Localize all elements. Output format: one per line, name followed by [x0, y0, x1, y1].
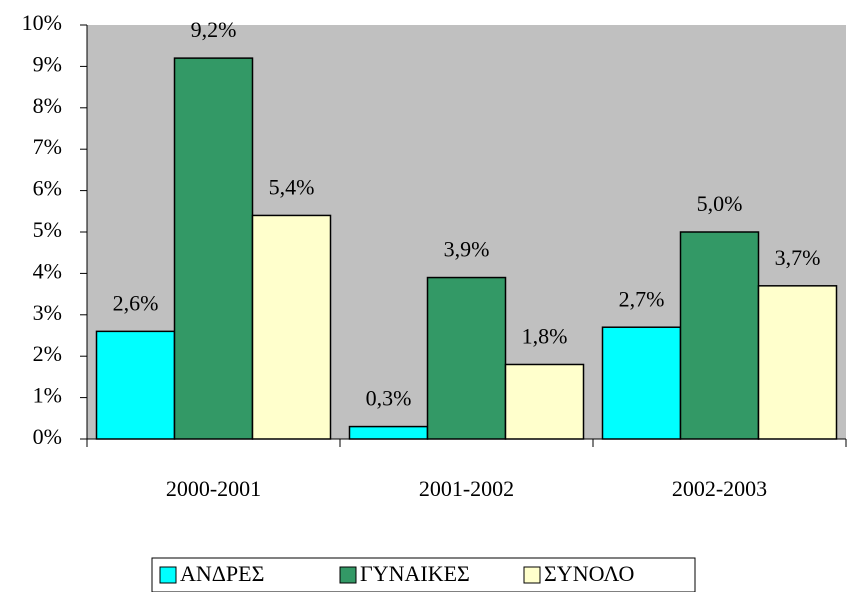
- bar: [601, 326, 682, 440]
- legend-label: ΑΝΔΡΕΣ: [180, 561, 264, 586]
- y-tick-label: 5%: [33, 217, 62, 242]
- data-label: 1,8%: [522, 324, 568, 349]
- x-tick-label: 2002-2003: [672, 476, 767, 501]
- legend-box: [151, 557, 696, 592]
- bar: [679, 231, 760, 440]
- bar: [251, 214, 332, 440]
- x-tick-label: 2000-2001: [166, 476, 261, 501]
- y-tick-label: 8%: [33, 93, 62, 118]
- data-label: 2,7%: [619, 286, 665, 311]
- y-tick-label: 1%: [33, 383, 62, 408]
- y-tick-label: 7%: [33, 134, 62, 159]
- y-tick-label: 0%: [33, 424, 62, 449]
- y-tick-label: 4%: [33, 258, 62, 283]
- bar: [95, 330, 176, 440]
- x-tick-label: 2001-2002: [419, 476, 514, 501]
- data-label: 5,4%: [269, 174, 315, 199]
- data-label: 9,2%: [191, 17, 237, 42]
- y-tick-label: 3%: [33, 300, 62, 325]
- legend-swatch: [523, 566, 541, 584]
- legend-swatch: [159, 566, 177, 584]
- y-tick-label: 6%: [33, 176, 62, 201]
- data-label: 3,7%: [775, 245, 821, 270]
- bar: [504, 363, 585, 440]
- legend-swatch: [339, 566, 357, 584]
- bar: [348, 425, 429, 440]
- data-label: 5,0%: [697, 191, 743, 216]
- legend-label: ΓΥΝΑΙΚΕΣ: [360, 561, 470, 586]
- bar: [426, 276, 507, 440]
- bar: [173, 57, 254, 440]
- data-label: 0,3%: [366, 386, 412, 411]
- y-tick-label: 10%: [22, 10, 62, 35]
- bar: [757, 285, 838, 440]
- data-label: 3,9%: [444, 237, 490, 262]
- y-tick-label: 9%: [33, 51, 62, 76]
- y-tick-label: 2%: [33, 341, 62, 366]
- data-label: 2,6%: [113, 290, 159, 315]
- legend-label: ΣΥΝΟΛΟ: [544, 561, 634, 586]
